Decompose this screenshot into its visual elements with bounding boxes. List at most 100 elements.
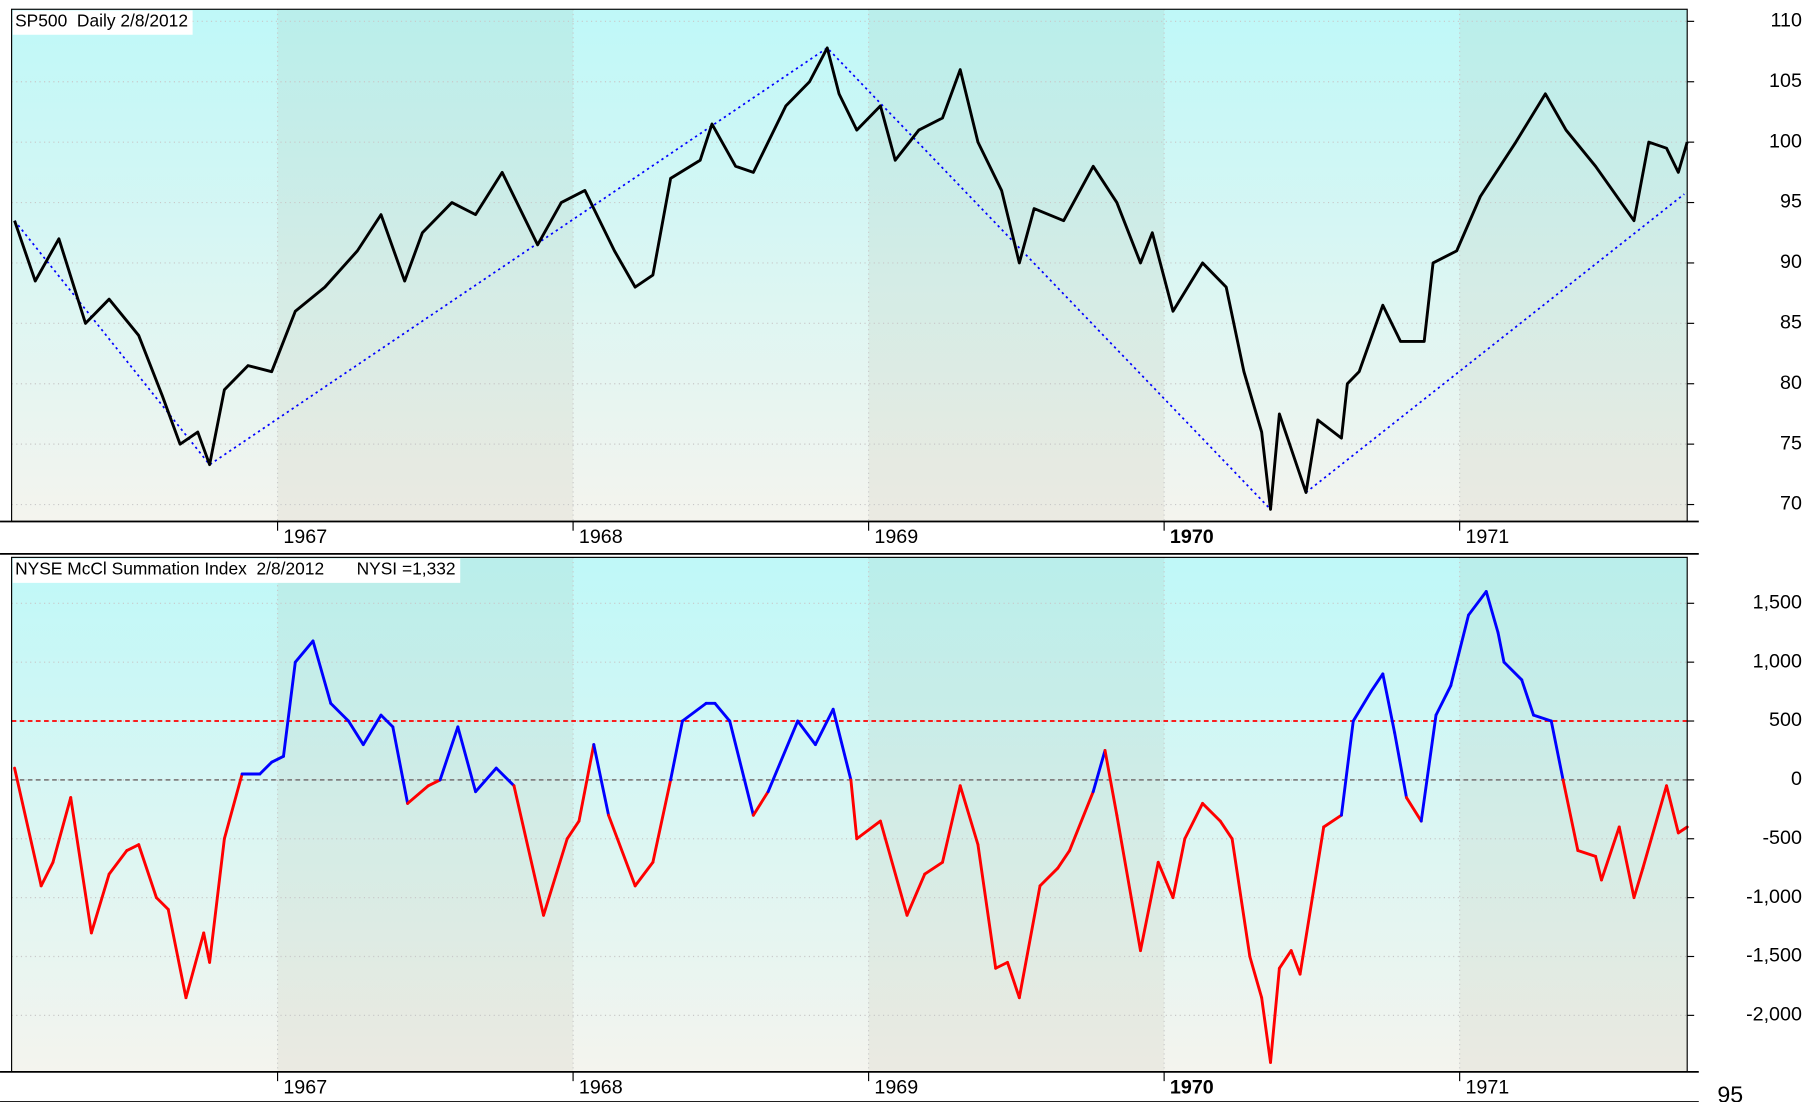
title-background	[12, 10, 193, 35]
year-band	[868, 557, 1165, 1072]
index-line-segment	[1496, 631, 1506, 664]
index-line-segment	[1434, 684, 1453, 717]
index-line-segment	[1549, 719, 1565, 782]
index-line-segment	[994, 960, 1009, 970]
index-line-segment	[1017, 884, 1042, 1000]
index-line-segment	[1617, 825, 1636, 900]
index-line-segment	[1339, 719, 1355, 817]
index-line-segment	[347, 719, 365, 747]
index-line-segment	[1576, 849, 1598, 858]
index-line-segment	[905, 872, 927, 917]
y-tick-label: -1,500	[1746, 945, 1802, 967]
index-line-segment	[1520, 678, 1535, 717]
index-line-segment	[438, 725, 460, 782]
x-tick-label: 1969	[874, 526, 918, 548]
index-line-segment	[958, 784, 980, 847]
y-tick-label: 80	[1780, 372, 1802, 394]
x-tick-label: 1970	[1170, 1076, 1214, 1098]
index-line-segment	[1381, 672, 1397, 735]
y-tick-label: 90	[1780, 251, 1802, 273]
index-line-segment	[1665, 784, 1680, 835]
index-line-segment	[1676, 825, 1689, 835]
index-line-segment	[89, 872, 111, 935]
index-line-segment	[1218, 819, 1234, 841]
index-line-segment	[512, 784, 545, 917]
index-line-segment	[1115, 813, 1142, 953]
index-line-segment	[1269, 966, 1281, 1064]
y-tick-label: 100	[1769, 130, 1802, 152]
index-line-segment	[1091, 749, 1107, 794]
index-line-segment	[849, 778, 859, 841]
index-line-segment	[1068, 790, 1095, 852]
index-line-segment	[728, 719, 755, 817]
index-line-segment	[1260, 996, 1272, 1064]
index-line-segment	[1171, 837, 1187, 900]
y-tick-label: 1,500	[1753, 591, 1802, 613]
index-line-segment	[669, 719, 684, 782]
y-tick-label: 75	[1780, 432, 1802, 454]
index-line-segment	[1139, 860, 1160, 953]
index-line-segment	[202, 931, 212, 964]
index-line-segment	[1369, 672, 1385, 694]
index-line-segment	[1289, 949, 1302, 976]
plot-background	[11, 557, 1688, 1072]
index-line-segment	[258, 760, 274, 776]
index-line-segment	[282, 660, 297, 758]
index-line-segment	[1632, 866, 1645, 900]
clipped-label: 95	[1717, 1081, 1743, 1102]
index-line-segment	[474, 766, 498, 794]
trendline	[13, 46, 1272, 510]
index-line-segment	[713, 701, 732, 723]
year-band	[1459, 557, 1688, 1072]
index-line-segment	[1419, 713, 1438, 823]
index-line-segment	[1532, 713, 1553, 723]
index-line-segment	[107, 849, 129, 876]
year-band	[277, 557, 574, 1072]
index-line-segment	[1056, 849, 1072, 870]
index-line-segment	[1484, 590, 1500, 635]
index-line-segment	[1351, 690, 1373, 723]
index-line-segment	[565, 819, 581, 841]
y-tick-label: -2,000	[1746, 1004, 1802, 1026]
index-line-segment	[680, 701, 708, 723]
y-tick-label: 105	[1769, 70, 1802, 92]
index-line-segment	[1183, 801, 1204, 841]
index-line-segment	[69, 796, 93, 935]
x-tick-label: 1968	[579, 1076, 623, 1098]
index-line-segment	[406, 784, 430, 805]
index-line-segment	[577, 743, 596, 823]
panel-annotation: NYSI =1,332	[357, 559, 456, 579]
index-line-segment	[329, 701, 350, 723]
index-line-segment	[125, 843, 141, 852]
index-line-segment	[1103, 749, 1119, 817]
index-line-segment	[1641, 784, 1668, 870]
index-line-segment	[1467, 590, 1488, 617]
index-line-segment	[855, 819, 882, 841]
index-line-segment	[651, 778, 673, 864]
index-line-segment	[592, 743, 611, 817]
year-band	[277, 9, 574, 522]
index-line-segment	[270, 754, 285, 764]
index-line-segment	[1201, 801, 1222, 823]
index-line-segment	[426, 778, 442, 788]
x-tick-label: 1968	[579, 526, 623, 548]
index-line-segment	[1502, 660, 1524, 682]
index-line-segment	[154, 896, 170, 911]
index-line-segment	[607, 813, 637, 888]
year-band	[1459, 9, 1688, 522]
index-line-segment	[1230, 837, 1252, 958]
index-line-segment	[1561, 778, 1580, 852]
index-line-segment	[542, 837, 569, 917]
panel-title: SP500 Daily 2/8/2012	[15, 11, 188, 31]
index-line-segment	[391, 725, 410, 805]
index-line-segment	[1594, 854, 1603, 882]
title-background	[12, 558, 461, 583]
y-tick-label: 85	[1780, 312, 1802, 334]
index-line-segment	[976, 843, 998, 970]
index-line-segment	[1277, 949, 1293, 970]
index-line-segment	[51, 796, 73, 864]
x-tick-label: 1971	[1465, 1076, 1509, 1098]
index-line-segment	[1322, 813, 1343, 829]
y-tick-label: -1,000	[1746, 886, 1802, 908]
